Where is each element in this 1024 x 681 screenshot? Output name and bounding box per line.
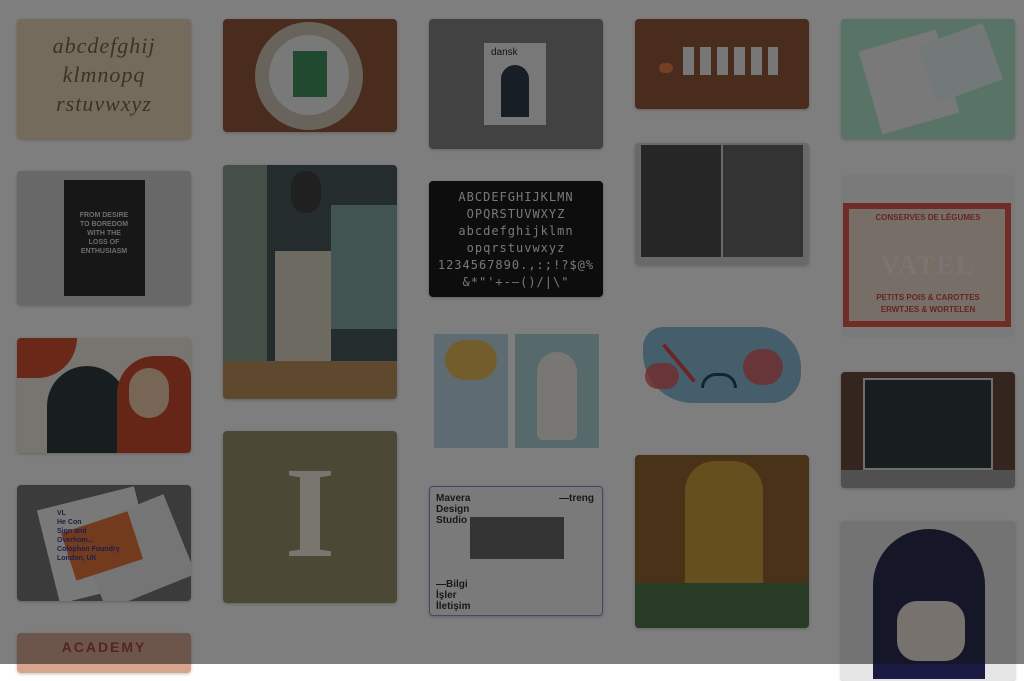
tile-portrait[interactable] bbox=[841, 521, 1015, 681]
poster-text: FROM DESIRE TO BOREDOM WITH THE LOSS OF … bbox=[79, 212, 129, 255]
tile-magazine-dansk[interactable]: dansk bbox=[429, 19, 603, 149]
illustration-pair-right-figure bbox=[537, 352, 577, 440]
studio-poster-right: —treng bbox=[559, 493, 594, 504]
magazine-figure bbox=[501, 65, 529, 117]
tile-sick-usa-map[interactable] bbox=[635, 319, 809, 415]
studio-poster-left: Mavera Design Studio bbox=[436, 493, 471, 526]
map-cheek-right bbox=[743, 349, 783, 385]
city-spread-page-right bbox=[723, 145, 803, 257]
tile-interior-room[interactable] bbox=[223, 165, 397, 399]
tile-vatel-label[interactable]: CONSERVES DE LÉGUMES VATEL PETITS POIS &… bbox=[841, 175, 1015, 337]
tile-studio-poster[interactable]: Mavera Design Studio —treng —Bilgi İşler… bbox=[429, 486, 603, 616]
map-cheek-left bbox=[645, 363, 679, 389]
illustration-figure-left bbox=[47, 366, 127, 453]
bottle-cup bbox=[659, 63, 673, 73]
room-floor bbox=[223, 361, 397, 399]
tile-city-spread[interactable] bbox=[635, 143, 809, 265]
storefront-windows bbox=[863, 378, 993, 470]
vatel-header: CONSERVES DE LÉGUMES bbox=[875, 213, 981, 222]
typeface-specimen-text: ABCDEFGHIJKLMN OPQRSTUVWXYZ abcdefghijkl… bbox=[437, 190, 595, 289]
vatel-line1: PETITS POIS & CAROTTES bbox=[876, 293, 980, 302]
tile-storefront[interactable] bbox=[841, 372, 1015, 488]
tile-academy-banner[interactable]: ACADEMY bbox=[17, 633, 191, 673]
tile-floral-letter[interactable]: I bbox=[223, 431, 397, 603]
studio-poster-bottom: —Bilgi İşler İletişim bbox=[436, 579, 471, 612]
vatel-line2: ERWTJES & WORTELEN bbox=[880, 305, 976, 314]
room-lamp bbox=[291, 171, 321, 213]
kiss-meadow bbox=[635, 583, 809, 628]
tile-newspaper[interactable] bbox=[841, 19, 1015, 139]
magazine-title: dansk bbox=[491, 47, 518, 58]
studio-poster-photo bbox=[470, 517, 564, 559]
tile-script-alphabet-text: abcdefghij klmnopq rstuvwxyz bbox=[52, 33, 156, 116]
portrait-hands bbox=[897, 601, 965, 661]
tile-bottles[interactable] bbox=[635, 19, 809, 109]
illustration-face bbox=[129, 368, 169, 418]
room-mural-right bbox=[331, 205, 397, 329]
tile-kiss-painting[interactable] bbox=[635, 455, 809, 628]
tile-brochures[interactable]: VL He Con Sign and Overhom... Colophon F… bbox=[17, 485, 191, 601]
city-spread-page-left bbox=[641, 145, 721, 257]
tile-editorial-illustration[interactable] bbox=[17, 338, 191, 453]
image-gallery-grid: abcdefghij klmnopq rstuvwxyz FROM DESIRE… bbox=[17, 19, 1015, 681]
tile-script-alphabet[interactable]: abcdefghij klmnopq rstuvwxyz bbox=[17, 19, 191, 139]
illustration-pair-left-figure bbox=[445, 340, 497, 380]
tile-illustration-pair[interactable] bbox=[429, 332, 603, 450]
tile-typeface-specimen[interactable]: ABCDEFGHIJKLMN OPQRSTUVWXYZ abcdefghijkl… bbox=[429, 181, 603, 297]
brochure-text: VL He Con Sign and Overhom... Colophon F… bbox=[57, 510, 120, 562]
academy-banner-text: ACADEMY bbox=[61, 639, 147, 655]
floral-letter-glyph: I bbox=[284, 441, 336, 585]
plate-packet bbox=[293, 51, 327, 97]
storefront-sidewalk bbox=[841, 470, 1015, 488]
vatel-brand: VATEL bbox=[880, 251, 976, 280]
bottle-row bbox=[683, 47, 778, 75]
tile-poster-desire[interactable]: FROM DESIRE TO BOREDOM WITH THE LOSS OF … bbox=[17, 171, 191, 305]
room-doorway bbox=[275, 251, 331, 361]
tile-plate-setting[interactable] bbox=[223, 19, 397, 132]
